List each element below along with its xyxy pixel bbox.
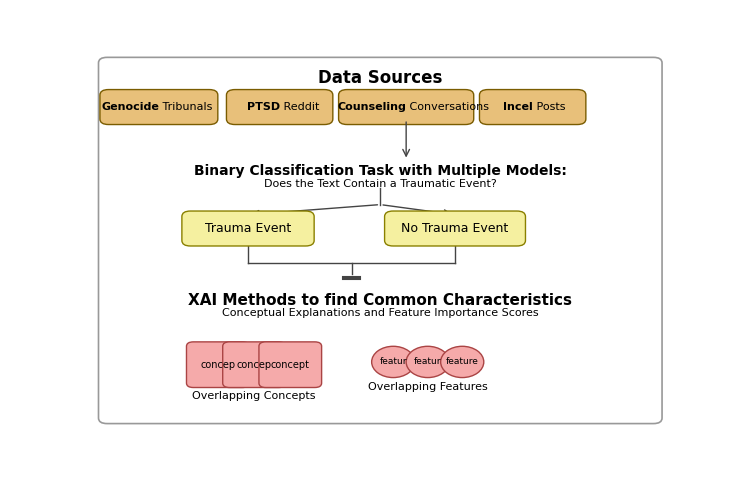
Text: concep: concep: [237, 359, 272, 369]
Text: Posts: Posts: [533, 102, 565, 112]
Text: Binary Classification Task with Multiple Models:: Binary Classification Task with Multiple…: [194, 164, 567, 178]
Text: Overlapping Concepts: Overlapping Concepts: [192, 391, 316, 401]
FancyBboxPatch shape: [384, 211, 525, 246]
Ellipse shape: [441, 346, 484, 378]
FancyBboxPatch shape: [226, 89, 333, 125]
FancyBboxPatch shape: [99, 57, 662, 424]
Text: No Trauma Event: No Trauma Event: [401, 222, 509, 235]
Text: Reddit: Reddit: [280, 102, 319, 112]
Text: concept: concept: [271, 359, 309, 369]
Text: Data Sources: Data Sources: [318, 69, 442, 87]
Text: PTSD: PTSD: [246, 102, 280, 112]
Text: Does the Text Contain a Traumatic Event?: Does the Text Contain a Traumatic Event?: [264, 179, 496, 189]
FancyBboxPatch shape: [259, 342, 321, 388]
Text: Tribunals: Tribunals: [159, 102, 212, 112]
FancyBboxPatch shape: [186, 342, 249, 388]
Ellipse shape: [406, 346, 449, 378]
Text: Trauma Event: Trauma Event: [205, 222, 291, 235]
Text: feature: feature: [446, 358, 479, 367]
Text: Conceptual Explanations and Feature Importance Scores: Conceptual Explanations and Feature Impo…: [222, 308, 539, 318]
FancyBboxPatch shape: [223, 342, 286, 388]
FancyBboxPatch shape: [338, 89, 473, 125]
Text: featur: featur: [414, 358, 441, 367]
FancyBboxPatch shape: [182, 211, 314, 246]
FancyBboxPatch shape: [479, 89, 586, 125]
Text: Counseling: Counseling: [338, 102, 406, 112]
Text: Genocide: Genocide: [101, 102, 159, 112]
Text: Incel: Incel: [503, 102, 533, 112]
Text: concep: concep: [200, 359, 235, 369]
Ellipse shape: [372, 346, 415, 378]
FancyBboxPatch shape: [100, 89, 218, 125]
Text: Overlapping Features: Overlapping Features: [368, 382, 487, 392]
Text: Conversations: Conversations: [406, 102, 489, 112]
Text: XAI Methods to find Common Characteristics: XAI Methods to find Common Characteristi…: [188, 293, 572, 308]
Text: featur: featur: [379, 358, 407, 367]
